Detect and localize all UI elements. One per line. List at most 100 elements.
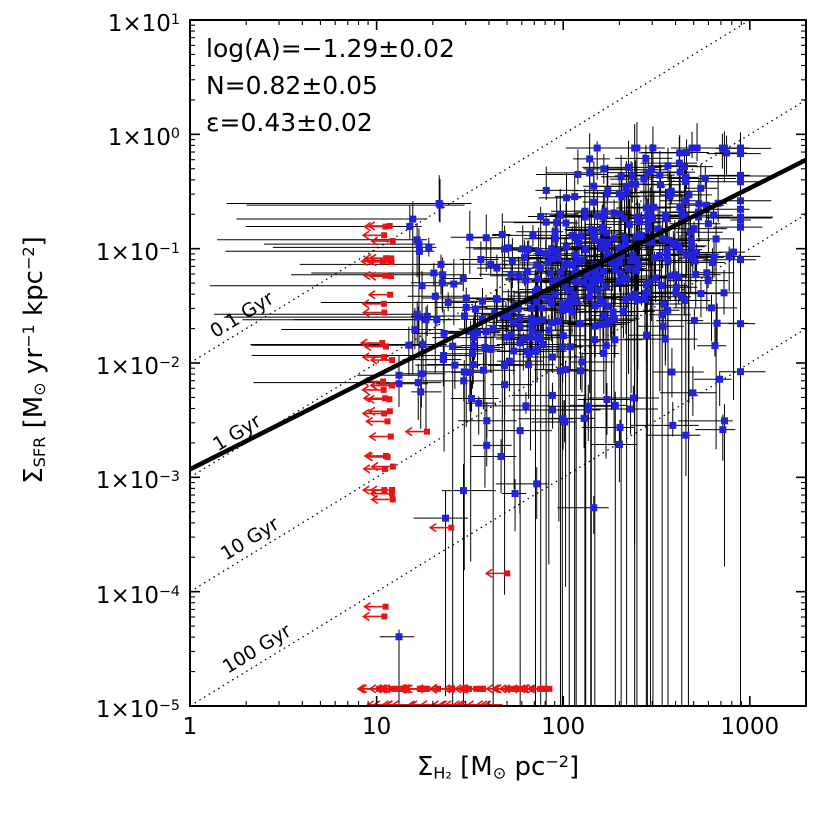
left-arrow-icon: [520, 684, 529, 694]
left-arrow-icon: [369, 380, 378, 391]
data-point: [665, 188, 673, 196]
data-point: [736, 178, 744, 186]
data-point: [561, 283, 569, 291]
data-point: [561, 261, 569, 269]
data-point: [615, 244, 623, 252]
data-point: [501, 245, 509, 253]
data-point: [609, 308, 617, 316]
data-point: [678, 209, 686, 217]
data-point: [600, 312, 608, 320]
left-arrow-icon: [397, 684, 406, 694]
data-point: [642, 204, 650, 212]
data-point: [534, 275, 542, 283]
data-point: [503, 333, 511, 341]
data-point: [538, 292, 546, 300]
upper-limit-point: [380, 378, 387, 385]
data-point: [460, 487, 468, 495]
data-point: [462, 303, 470, 311]
data-point: [516, 323, 524, 331]
data-point: [575, 239, 583, 247]
data-point: [511, 490, 519, 498]
data-point: [505, 244, 513, 252]
data-point: [675, 159, 683, 167]
fit-N-text: N=0.82±0.05: [206, 71, 378, 100]
data-point: [599, 213, 607, 221]
data-point: [689, 389, 697, 397]
data-point: [395, 633, 403, 641]
data-point: [440, 329, 448, 337]
data-point: [528, 327, 536, 335]
data-point: [590, 336, 598, 344]
data-point: [644, 219, 652, 227]
data-point: [578, 256, 586, 264]
data-point: [585, 293, 593, 301]
left-arrow-icon: [363, 341, 372, 352]
left-arrow-icon: [428, 522, 437, 533]
upper-limit-point: [386, 222, 393, 229]
upper-limit-point: [387, 291, 394, 298]
upper-limit-point: [382, 452, 389, 459]
data-point: [617, 210, 625, 218]
data-point: [669, 421, 677, 429]
data-point: [423, 312, 431, 320]
data-point: [615, 441, 623, 449]
data-point: [618, 193, 626, 201]
data-point: [576, 320, 584, 328]
upper-limit-point: [379, 258, 386, 265]
data-point: [675, 273, 683, 281]
left-arrow-icon: [363, 221, 371, 232]
data-point: [668, 368, 676, 376]
data-point: [479, 366, 487, 374]
data-point: [556, 367, 564, 375]
data-point: [693, 144, 701, 152]
data-point: [599, 299, 607, 307]
data-point: [571, 278, 579, 286]
data-point: [501, 381, 509, 389]
data-point: [532, 298, 540, 306]
data-point: [537, 213, 545, 221]
data-point: [516, 339, 524, 347]
data-point: [627, 256, 635, 264]
data-point: [708, 304, 716, 312]
data-point: [483, 441, 491, 449]
data-point: [690, 225, 698, 233]
y-tick-label: 1×10−1: [95, 239, 180, 266]
data-point: [736, 256, 744, 264]
y-tick-label: 1×10−2: [95, 354, 180, 381]
upper-limit-point: [389, 357, 396, 364]
data-point: [482, 328, 490, 336]
data-point: [414, 379, 422, 387]
data-point: [720, 417, 728, 425]
data-point: [395, 380, 403, 388]
data-point: [682, 197, 690, 205]
data-point: [467, 327, 475, 335]
data-point: [627, 180, 635, 188]
data-point: [451, 361, 459, 369]
data-point: [522, 402, 530, 410]
data-point: [649, 144, 657, 152]
data-point: [507, 270, 515, 278]
upper-limit-point: [381, 465, 388, 472]
data-point: [561, 418, 569, 426]
data-point: [474, 329, 482, 337]
data-point: [559, 343, 567, 351]
left-arrow-icon: [527, 684, 535, 694]
data-point: [548, 255, 556, 263]
left-arrow-icon: [498, 684, 507, 694]
data-point: [528, 304, 536, 312]
data-point: [562, 366, 570, 374]
upper-limit-point: [382, 272, 389, 279]
data-point: [656, 171, 664, 179]
left-arrow-icon: [491, 684, 500, 694]
data-point: [509, 318, 517, 326]
left-arrow-icon: [372, 700, 381, 706]
upper-limit-point: [416, 685, 423, 692]
upper-limit-point: [387, 273, 394, 280]
data-point: [580, 279, 588, 287]
data-point: [631, 144, 639, 152]
data-point: [535, 247, 543, 255]
data-point: [519, 335, 527, 343]
left-arrow-icon: [365, 416, 373, 427]
data-point: [632, 255, 640, 263]
data-point: [662, 214, 670, 222]
